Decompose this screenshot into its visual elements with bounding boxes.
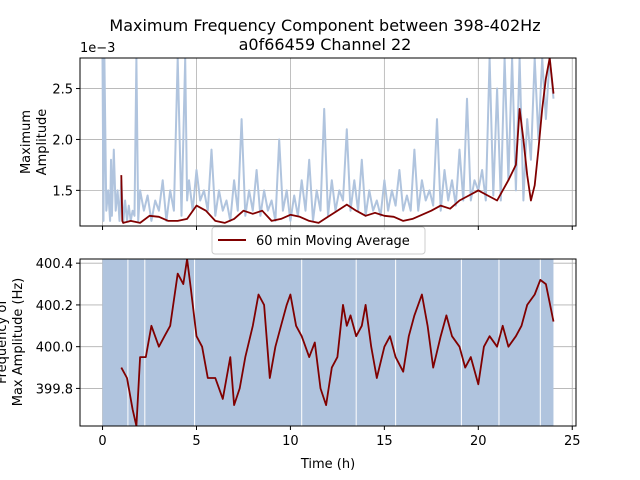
top-moving-average-line <box>120 58 555 224</box>
bottom-ylabel-line1: Frequency of <box>0 300 10 384</box>
top-raw-line <box>101 58 555 224</box>
bottom-axes-frame <box>79 258 577 427</box>
bottom-xlabel: Time (h) <box>300 457 355 472</box>
bottom-ytick-label: 400.0 <box>36 341 73 356</box>
top-axes-frame <box>79 57 577 227</box>
bottom-moving-average-line <box>120 259 555 426</box>
bottom-xtick-label: 20 <box>470 434 487 449</box>
top-ylabel-line1: Maximum <box>19 110 34 174</box>
top-ticks: 1.5 2.0 2.5 <box>52 83 573 230</box>
top-moving-average-series <box>120 58 555 224</box>
legend: 60 min Moving Average <box>211 226 426 255</box>
top-ytick-label: 2.0 <box>52 133 73 148</box>
bottom-ytick-label: 400.4 <box>36 257 73 272</box>
legend-box <box>211 226 426 255</box>
top-raw-series <box>101 58 555 224</box>
bottom-ticks: 0 5 10 15 20 25 399.8 400.0 400.2 400.4 <box>36 257 581 449</box>
top-ylabel-line2: Amplitude <box>35 109 50 176</box>
bottom-xtick-label: 15 <box>376 434 393 449</box>
legend-label: 60 min Moving Average <box>256 234 410 249</box>
bottom-ylabel-line2: Max Amplitude (Hz) <box>11 278 26 407</box>
bottom-ytick-label: 399.8 <box>36 382 73 397</box>
top-ytick-label: 1.5 <box>52 184 73 199</box>
chart-title-line1: Maximum Frequency Component between 398-… <box>109 16 540 35</box>
bottom-xtick-label: 5 <box>192 434 200 449</box>
chart-title-line2: a0f66459 Channel 22 <box>239 35 412 54</box>
bottom-xtick-label: 0 <box>98 434 106 449</box>
bottom-xtick-label: 10 <box>282 434 299 449</box>
top-panel: 1.5 2.0 2.5 1e−3 Maximum Amplitude <box>19 41 577 230</box>
bottom-ytick-label: 400.2 <box>36 299 73 314</box>
bottom-xtick-label: 25 <box>564 434 581 449</box>
top-offset-label: 1e−3 <box>80 41 115 56</box>
top-ytick-label: 2.5 <box>52 83 73 98</box>
bottom-moving-average-series <box>120 259 555 426</box>
